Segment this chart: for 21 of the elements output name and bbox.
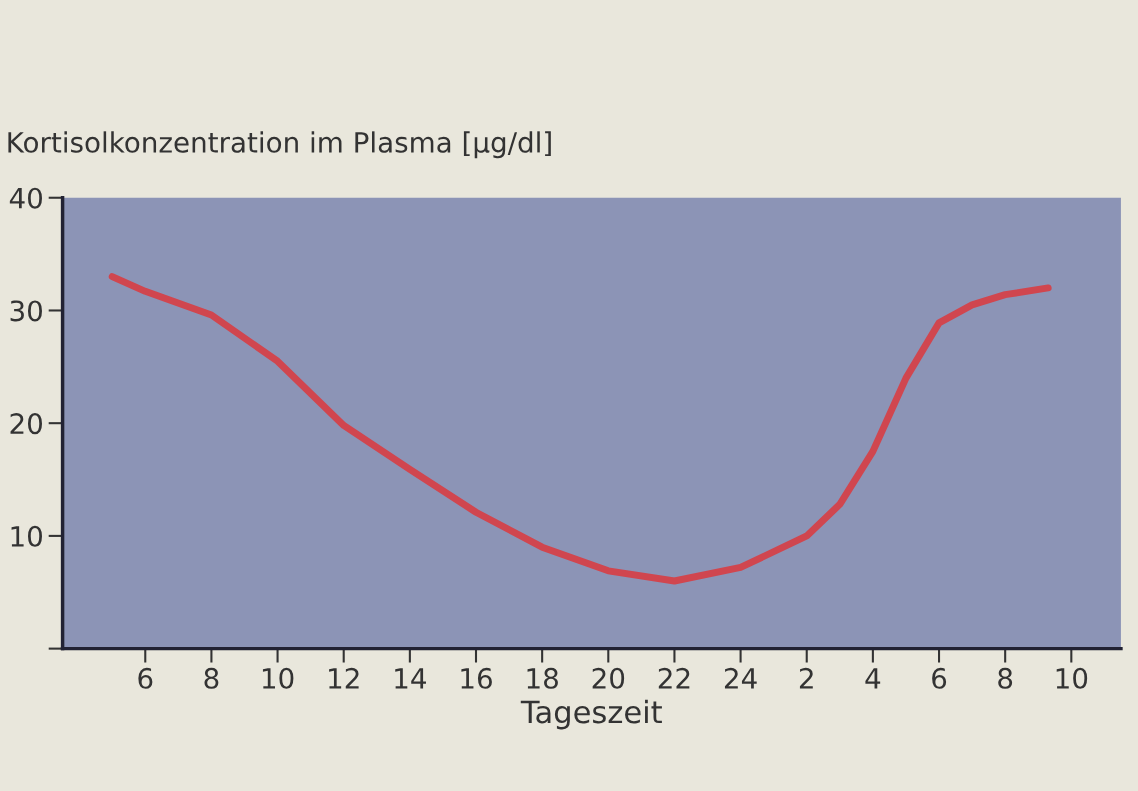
x-tick-label: 12 bbox=[329, 667, 359, 689]
y-tick-label: 30 bbox=[10, 300, 42, 322]
x-tick-label: 6 bbox=[138, 667, 153, 689]
y-tick-label: 20 bbox=[10, 413, 42, 435]
x-tick-label: 14 bbox=[395, 668, 426, 689]
x-tick-label: 8 bbox=[998, 667, 1013, 689]
x-tick-label: 6 bbox=[932, 667, 947, 689]
x-tick-label: 20 bbox=[592, 667, 625, 689]
x-tick-label: 10 bbox=[1056, 667, 1088, 689]
x-tick-label: 2 bbox=[799, 667, 813, 689]
x-tick-label: 10 bbox=[262, 667, 294, 689]
x-tick-label: 18 bbox=[527, 667, 558, 689]
y-tick-label: 40 bbox=[9, 187, 42, 209]
x-tick-label: 24 bbox=[724, 667, 757, 689]
x-tick-label: 8 bbox=[204, 667, 219, 689]
x-tick-label: 16 bbox=[461, 667, 492, 689]
x-tick-label: 22 bbox=[658, 667, 690, 689]
x-tick-label: 4 bbox=[865, 668, 881, 689]
x-axis-title: Tageszeit bbox=[520, 699, 662, 730]
y-axis-title: Kortisolkonzentration im Plasma [µg/dl] bbox=[8, 131, 551, 159]
y-tick-label: 10 bbox=[11, 525, 42, 547]
